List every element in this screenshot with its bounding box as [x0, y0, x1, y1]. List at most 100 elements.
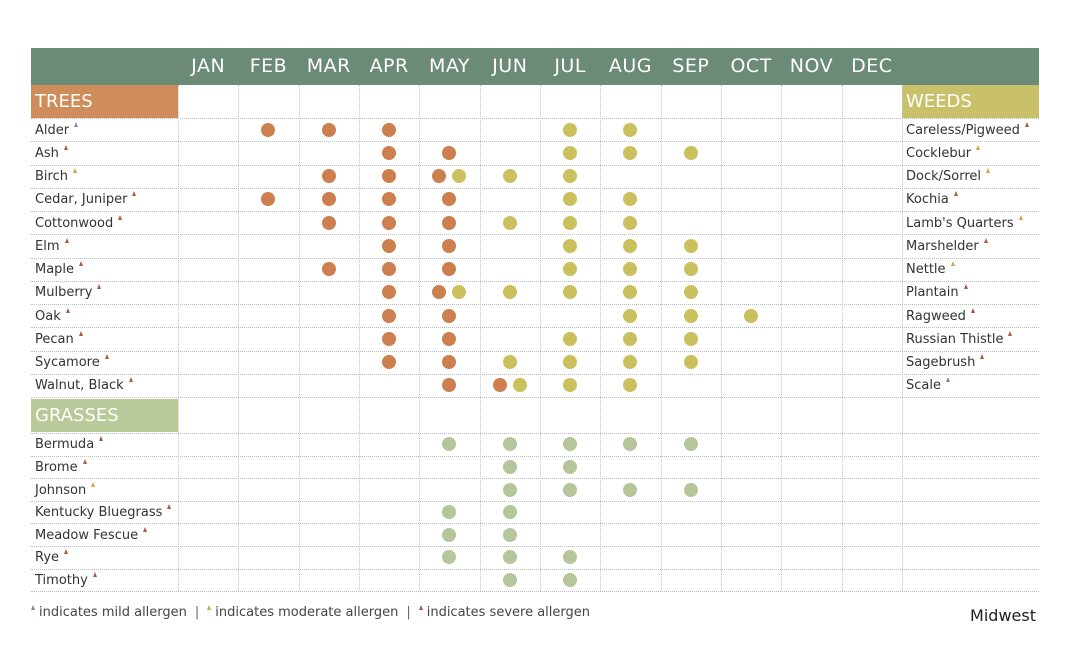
- weed-pollen-dot: [623, 378, 638, 393]
- month-header-bar: [31, 48, 1039, 85]
- grass-row: Johnson: [35, 481, 96, 499]
- tree-row: Pecan: [35, 330, 83, 348]
- weed-pollen-dot: [623, 238, 638, 253]
- tree-pollen-dot: [442, 215, 457, 230]
- plant-name: Oak: [35, 308, 61, 324]
- severe-allergen-marker-icon: [1024, 121, 1029, 127]
- plant-name: Timothy: [35, 572, 88, 588]
- severe-allergen-marker-icon: [63, 144, 68, 150]
- weed-pollen-dot: [683, 331, 698, 346]
- allergen-legend: indicates mild allergen | indicates modera…: [31, 605, 590, 621]
- weed-pollen-dot: [563, 122, 578, 137]
- severe-allergen-marker-icon: [82, 458, 87, 464]
- tree-pollen-dot: [442, 238, 457, 253]
- row-divider: [31, 373, 1039, 375]
- tree-row: Maple: [35, 261, 84, 278]
- grass-pollen-dot: [502, 459, 517, 474]
- weed-pollen-dot: [512, 378, 527, 393]
- severe-allergen-marker-icon: [64, 549, 69, 555]
- plant-name: Sagebrush: [906, 355, 976, 371]
- plant-name: Johnson: [35, 482, 87, 498]
- plant-name: Sycamore: [35, 355, 100, 371]
- row-divider: [31, 397, 1039, 398]
- weed-pollen-dot: [563, 238, 578, 253]
- weed-pollen-dot: [563, 169, 578, 184]
- weed-pollen-dot: [683, 308, 698, 323]
- month-column-divider: [600, 85, 602, 592]
- weed-row: Plantain: [906, 284, 968, 301]
- grass-pollen-dot: [623, 437, 638, 452]
- weed-row: Dock/Sorrel: [906, 168, 991, 185]
- plant-name: Cottonwood: [35, 215, 114, 231]
- grass-pollen-dot: [502, 437, 517, 452]
- tree-pollen-dot: [321, 192, 336, 207]
- plant-name: Kentucky Bluegrass: [35, 505, 163, 521]
- severe-allergen-marker-icon: [92, 571, 97, 577]
- grass-pollen-dot: [683, 437, 698, 452]
- month-column-divider: [298, 85, 300, 592]
- region-label: Midwest: [970, 606, 1036, 625]
- grass-row: Meadow Fescue: [35, 526, 148, 544]
- tree-pollen-dot: [432, 169, 447, 184]
- month-column-divider: [660, 85, 662, 592]
- severe-allergen-marker-icon: [1008, 330, 1013, 336]
- tree-pollen-dot: [382, 238, 397, 253]
- weed-pollen-dot: [502, 215, 517, 230]
- tree-pollen-dot: [442, 192, 457, 207]
- grass-pollen-dot: [683, 482, 698, 497]
- month-label: APR: [369, 55, 409, 77]
- moderate-allergen-marker-icon: [1018, 214, 1023, 220]
- month-column-divider: [419, 85, 421, 592]
- weed-pollen-dot: [683, 145, 698, 160]
- severe-marker-icon: [418, 605, 423, 610]
- weed-pollen-dot: [683, 355, 698, 370]
- weed-pollen-dot: [623, 215, 638, 230]
- tree-pollen-dot: [442, 331, 457, 346]
- plant-name: Mulberry: [35, 285, 93, 301]
- grass-pollen-dot: [442, 437, 457, 452]
- weed-row: Kochia: [906, 191, 958, 208]
- row-divider: [31, 568, 1039, 570]
- legend-mild: indicates mild allergen: [39, 605, 187, 620]
- grass-row: Brome: [35, 458, 87, 476]
- tree-pollen-dot: [382, 215, 397, 230]
- month-column-divider: [781, 85, 783, 592]
- month-label: NOV: [789, 55, 834, 77]
- row-divider: [31, 350, 1039, 352]
- row-divider: [31, 257, 1039, 259]
- weed-pollen-dot: [452, 169, 467, 184]
- weed-row: Ragweed: [906, 307, 975, 325]
- tree-pollen-dot: [432, 285, 447, 300]
- tree-pollen-dot: [382, 169, 397, 184]
- plant-name: Brome: [35, 459, 78, 475]
- tree-pollen-dot: [261, 192, 276, 207]
- tree-row: Alder: [35, 121, 79, 139]
- row-divider: [31, 327, 1039, 329]
- moderate-allergen-marker-icon: [91, 481, 96, 487]
- weed-pollen-dot: [502, 169, 517, 184]
- tree-pollen-dot: [442, 378, 457, 393]
- weed-pollen-dot: [623, 145, 638, 160]
- tree-pollen-dot: [321, 262, 336, 277]
- weed-pollen-dot: [623, 355, 638, 370]
- tree-pollen-dot: [442, 355, 457, 370]
- tree-row: Oak: [35, 307, 70, 325]
- grass-pollen-dot: [563, 459, 578, 474]
- severe-allergen-marker-icon: [143, 526, 148, 532]
- weed-pollen-dot: [563, 145, 578, 160]
- row-divider: [31, 118, 1039, 119]
- weed-pollen-dot: [744, 308, 759, 323]
- grass-pollen-dot: [623, 482, 638, 497]
- grass-row: Bermuda: [35, 436, 104, 453]
- row-divider: [31, 141, 1039, 143]
- month-column-divider: [539, 85, 541, 592]
- severe-allergen-marker-icon: [167, 504, 172, 510]
- weed-pollen-dot: [563, 215, 578, 230]
- month-label: JAN: [191, 55, 226, 77]
- plant-name: Ragweed: [906, 308, 966, 324]
- row-divider: [31, 478, 1039, 480]
- tree-pollen-dot: [442, 308, 457, 323]
- tree-row: Sycamore: [35, 354, 109, 371]
- tree-pollen-dot: [321, 169, 336, 184]
